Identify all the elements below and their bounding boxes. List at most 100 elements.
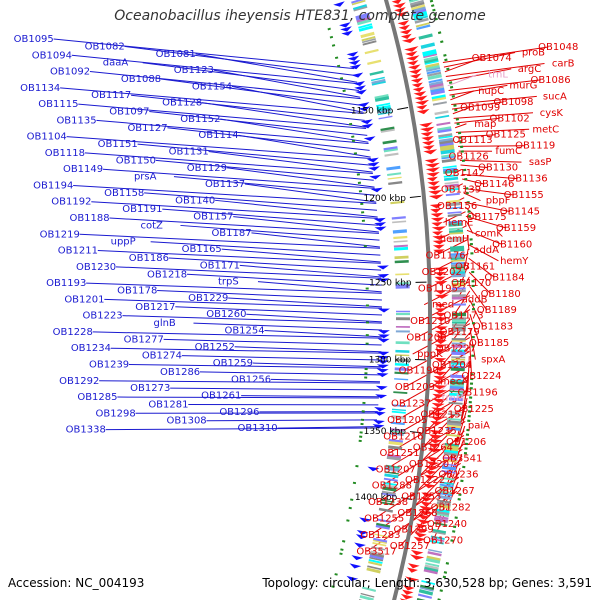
cds-mark [458,136,462,139]
forward-gene-arrow [369,174,382,180]
forward-category-stripe [353,6,368,12]
gene-label-left: OB1117 [91,90,131,101]
gene-label-right: addB [462,294,488,305]
gene-label-left: OB1191 [122,204,162,215]
gene-label-right: sasP [529,157,552,168]
leader-line [461,173,518,180]
reverse-gene-arrow [429,203,444,209]
gene-label-right: argC [518,64,541,75]
reverse-gene-arrow [432,231,444,236]
forward-category-stripe [355,12,370,19]
cds-mark [471,322,475,325]
leader-line [466,234,470,250]
reverse-category-stripe [445,192,460,197]
cds-mark [329,35,334,39]
leader-line [105,427,377,431]
gene-label-right: OB1099 [460,102,500,113]
cds-mark [342,540,346,543]
reverse-category-stripe [439,481,454,486]
reverse-category-stripe [447,413,462,416]
forward-gene-arrow [351,555,364,561]
reverse-category-stripe [429,539,444,545]
reverse-category-stripe [448,401,463,405]
reverse-category-stripe [412,11,428,18]
reverse-category-stripe [409,0,420,3]
forward-gene-arrow [359,517,371,523]
reverse-category-stripe [438,137,454,143]
leader-line [84,152,373,174]
forward-gene-arrow [348,59,361,66]
leader-line [469,342,473,377]
gene-label-left: OB1286 [160,367,200,378]
gene-label-right: OB3517 [356,547,396,558]
leader-line [463,192,481,202]
gene-label-left: OB1095 [14,34,54,45]
reverse-category-stripe [413,13,428,19]
gene-label-left: OB1259 [213,358,253,369]
reverse-category-stripe [437,494,452,500]
gene-label-right: OB3541 [442,453,482,464]
forward-category-stripe [394,260,409,264]
reverse-gene-arrow [401,37,417,43]
reverse-gene-arrow [415,527,428,534]
leader-line [239,264,382,278]
gene-label-right: OB1184 [484,272,524,283]
cds-mark [434,17,438,21]
reverse-gene-arrow [394,7,406,13]
forward-category-stripe [369,70,384,76]
leader-line [452,106,471,115]
gene-label-right: OB1142 [445,168,485,179]
cds-mark [471,345,475,348]
reverse-category-stripe [414,15,429,21]
forward-gene-arrow [339,22,351,28]
reverse-gene-arrow [427,181,440,186]
reverse-category-stripe [418,589,434,596]
forward-category-stripe [358,23,373,29]
cds-mark [456,122,460,126]
gene-label-right: metC [532,124,559,135]
gene-label-right: OB1119 [515,141,555,152]
reverse-category-stripe [451,319,466,323]
cds-mark [331,585,335,589]
reverse-gene-arrow [434,344,446,349]
gene-label-right: OB1156 [437,201,477,212]
reverse-category-stripe [445,433,460,438]
forward-category-stripe [380,128,395,133]
cds-mark [454,516,458,519]
reverse-gene-arrow [432,244,445,250]
leader-line [464,201,511,213]
reverse-gene-arrow [434,294,449,299]
cds-mark [458,493,462,496]
reverse-gene-arrow [407,60,419,66]
gene-label-left: OB1193 [46,278,86,289]
forward-gene-arrow [368,166,380,171]
cds-mark [452,530,456,533]
gene-label-left: OB1081 [156,49,196,60]
reverse-category-stripe [415,22,430,28]
reverse-category-stripe [433,517,449,523]
reverse-gene-arrow [408,563,420,569]
gene-label-right: OB1268 [397,508,437,519]
reverse-category-stripe [451,317,466,321]
reverse-gene-arrow [432,239,447,245]
gene-label-left: OB1178 [117,286,157,297]
reverse-category-stripe [451,326,466,330]
forward-category-stripe [385,466,400,472]
reverse-gene-arrow [423,474,437,480]
forward-category-stripe [380,499,395,503]
gene-label-right: hemH [440,234,470,245]
gene-label-left: OB1256 [231,374,271,385]
reverse-category-stripe [451,268,466,272]
cds-mark [453,104,457,107]
reverse-gene-arrow [428,438,443,444]
reverse-gene-arrow [434,280,448,286]
leader-line [96,119,369,144]
cds-mark [346,519,350,522]
forward-category-stripe [361,38,376,44]
reverse-category-stripe [436,501,451,507]
forward-category-stripe [395,273,410,276]
leader-line [175,306,383,316]
cds-mark [445,562,450,565]
reverse-category-stripe [449,390,464,393]
leader-line [78,103,367,130]
